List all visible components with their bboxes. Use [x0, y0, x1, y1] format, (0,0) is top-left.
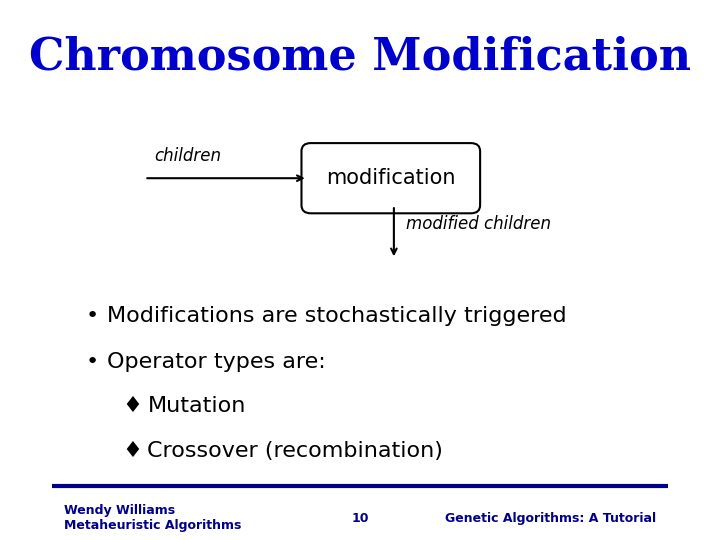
- FancyBboxPatch shape: [302, 143, 480, 213]
- Text: Operator types are:: Operator types are:: [107, 352, 326, 372]
- Text: Genetic Algorithms: A Tutorial: Genetic Algorithms: A Tutorial: [444, 512, 656, 525]
- Text: ♦: ♦: [122, 396, 142, 416]
- Text: Crossover (recombination): Crossover (recombination): [148, 441, 444, 461]
- Text: modified children: modified children: [406, 215, 552, 233]
- Text: Wendy Williams
Metaheuristic Algorithms: Wendy Williams Metaheuristic Algorithms: [64, 504, 242, 532]
- Text: •: •: [86, 306, 99, 326]
- Text: •: •: [86, 352, 99, 372]
- Text: Modifications are stochastically triggered: Modifications are stochastically trigger…: [107, 306, 567, 326]
- Text: Mutation: Mutation: [148, 396, 246, 416]
- Text: ♦: ♦: [122, 441, 142, 461]
- Text: modification: modification: [326, 168, 456, 188]
- Text: children: children: [154, 147, 221, 165]
- Text: 10: 10: [351, 512, 369, 525]
- Text: Chromosome Modification: Chromosome Modification: [29, 35, 691, 78]
